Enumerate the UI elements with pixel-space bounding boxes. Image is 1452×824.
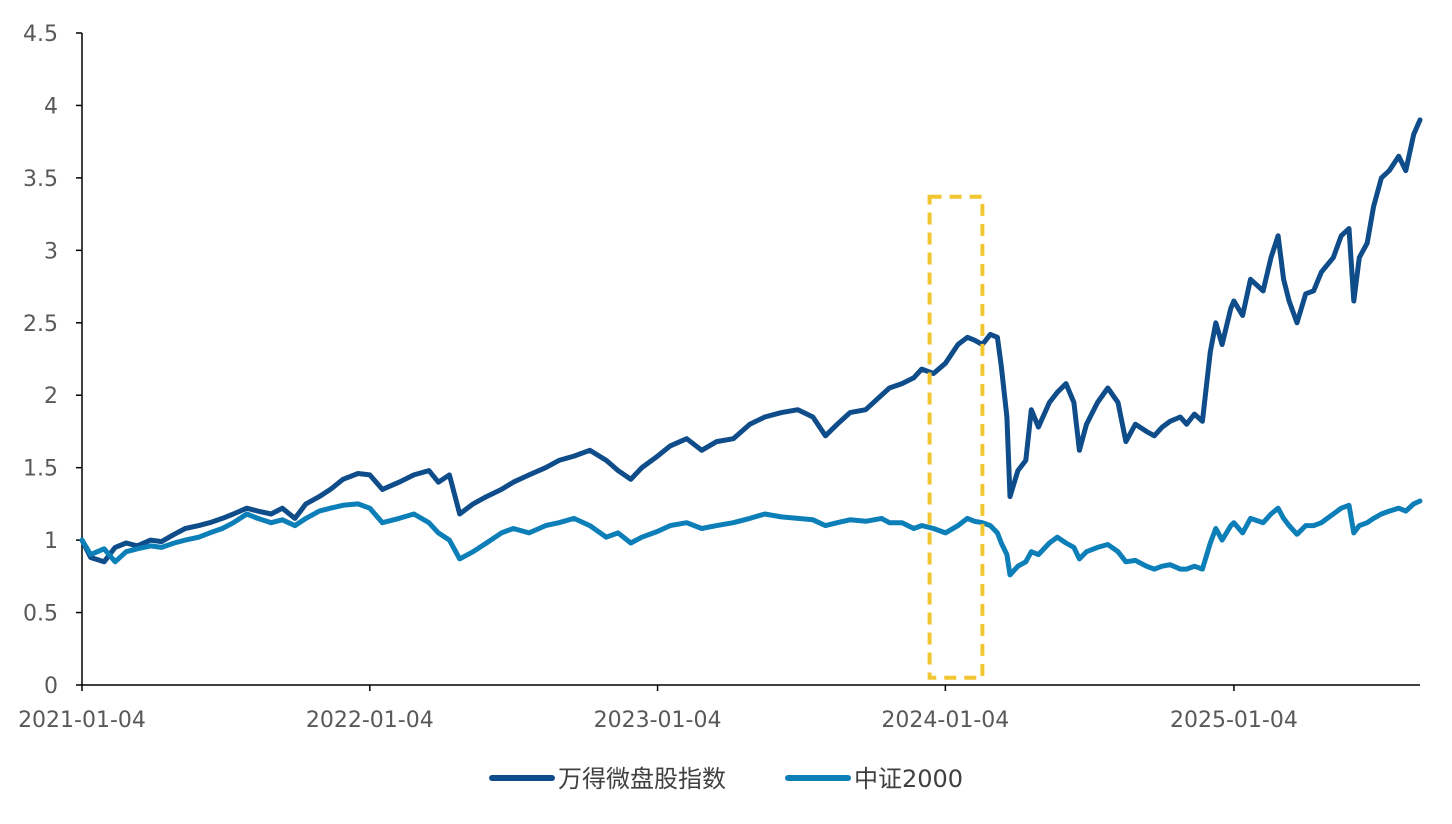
y-tick-label: 2.5 — [23, 312, 58, 337]
x-tick-label: 2021-01-04 — [18, 708, 146, 733]
y-tick-label: 0.5 — [23, 602, 58, 627]
y-tick-label: 2 — [44, 384, 58, 409]
legend-label-1: 万得微盘股指数 — [558, 765, 726, 793]
y-tick-label: 4.5 — [23, 22, 58, 47]
series-line-2 — [79, 498, 1423, 578]
y-tick-label: 0 — [44, 674, 58, 699]
x-tick-label: 2024-01-04 — [881, 708, 1009, 733]
x-tick-label: 2022-01-04 — [306, 708, 434, 733]
y-tick-label: 1 — [44, 529, 58, 554]
y-tick-label: 3.5 — [23, 167, 58, 192]
series-line-1 — [79, 117, 1423, 565]
y-tick-label: 3 — [44, 239, 58, 264]
x-tick-label: 2023-01-04 — [594, 708, 722, 733]
y-tick-label: 1.5 — [23, 457, 58, 482]
legend-label-2: 中证2000 — [854, 765, 963, 793]
x-tick-label: 2025-01-04 — [1170, 708, 1298, 733]
highlight-box — [927, 194, 985, 680]
y-tick-label: 4 — [44, 94, 58, 119]
